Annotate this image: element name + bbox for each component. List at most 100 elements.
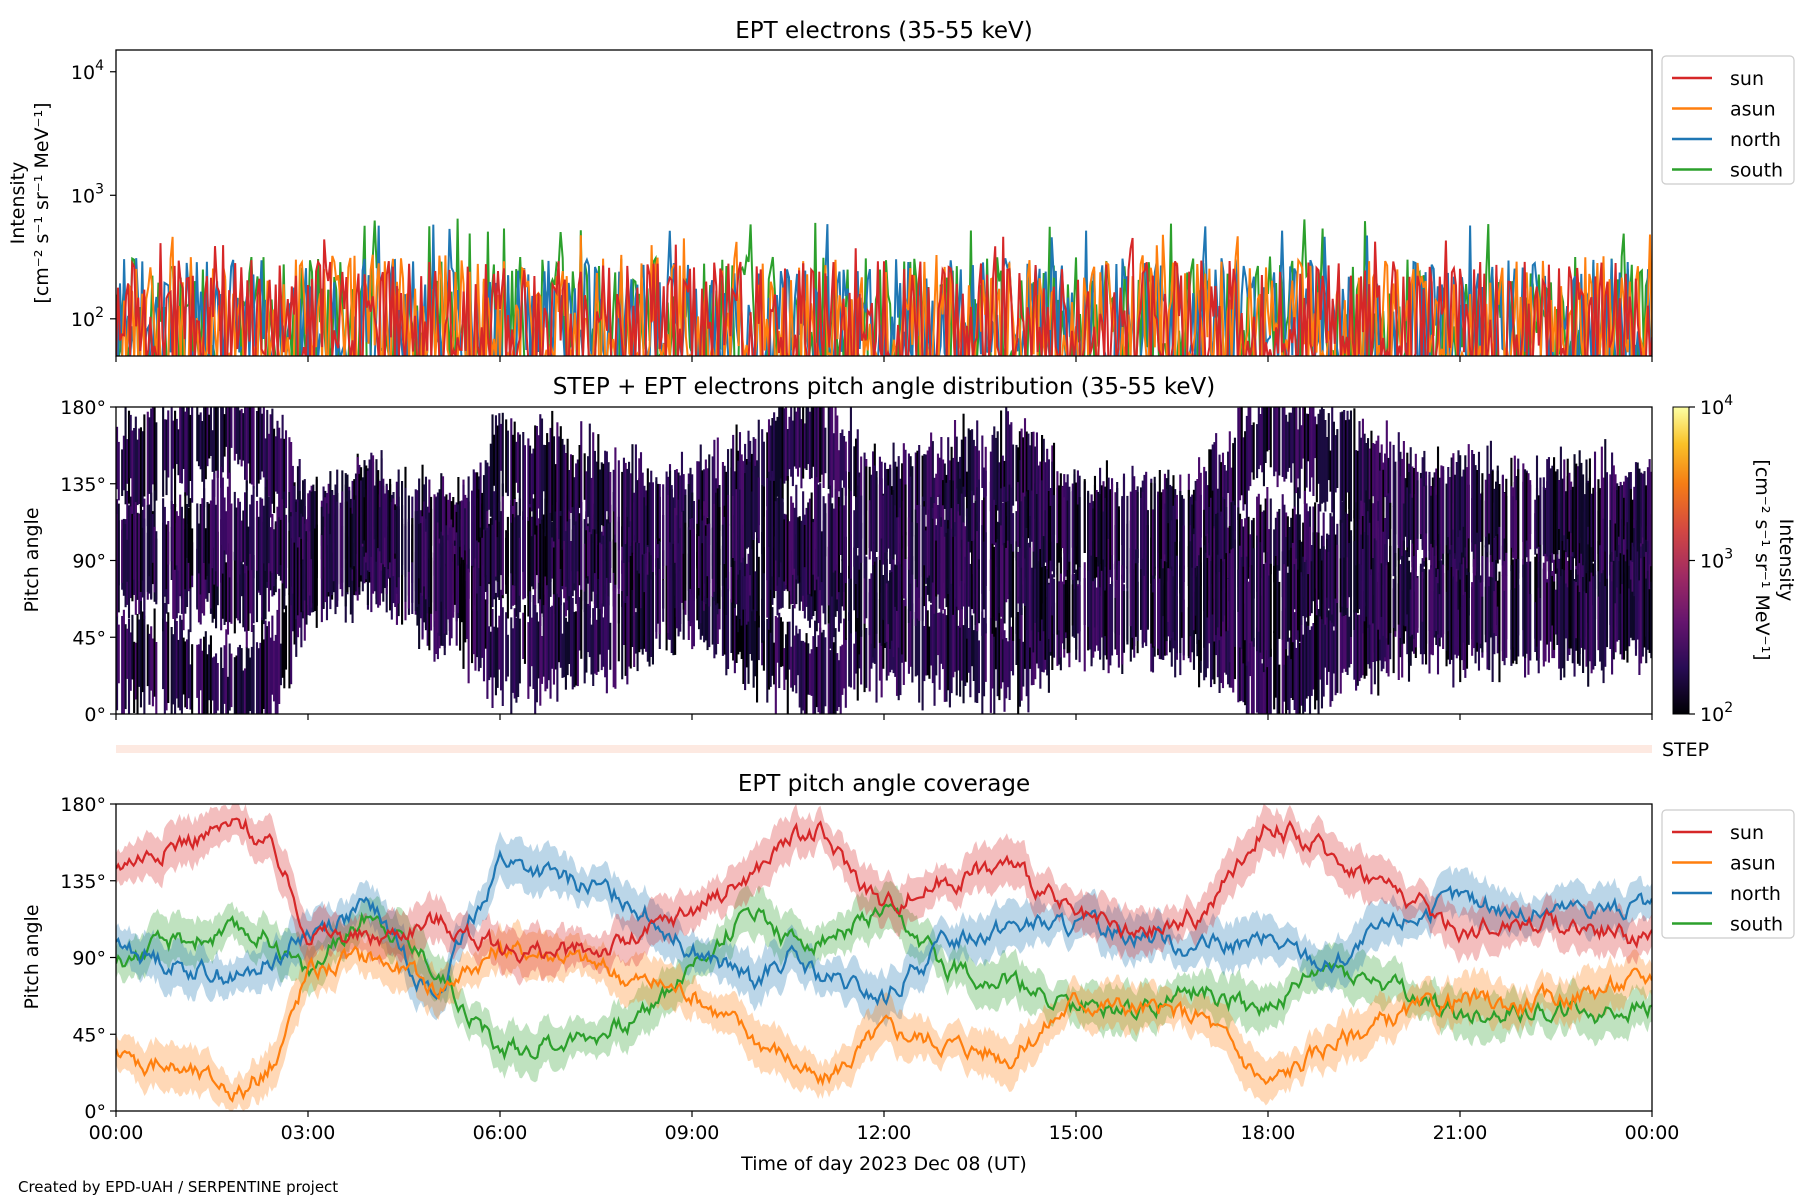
pad-cell bbox=[1261, 663, 1264, 714]
pad-cell bbox=[769, 425, 772, 489]
pad-cell bbox=[261, 413, 264, 472]
pad-cell bbox=[360, 480, 363, 576]
pad-cell bbox=[1008, 484, 1011, 595]
pad-cell bbox=[831, 503, 834, 597]
pad-cell bbox=[1385, 495, 1388, 563]
y-tick-label: 0° bbox=[84, 704, 106, 726]
pad-cell bbox=[699, 444, 702, 559]
pad-cell bbox=[554, 464, 557, 512]
pad-cell bbox=[500, 423, 503, 471]
pad-cell bbox=[1428, 571, 1431, 631]
pad-cell bbox=[943, 609, 946, 702]
pad-cell bbox=[139, 489, 142, 592]
pad-cell bbox=[593, 573, 596, 674]
pad-cell bbox=[1163, 503, 1166, 555]
pad-cell bbox=[1510, 486, 1513, 548]
pad-cell bbox=[411, 518, 414, 563]
pad-panel: STEP + EPT electrons pitch angle distrib… bbox=[21, 374, 1797, 726]
pad-cell bbox=[984, 532, 987, 634]
pad-cell bbox=[552, 547, 556, 595]
pad-cell bbox=[247, 648, 250, 714]
pad-cell bbox=[1256, 535, 1259, 652]
pad-cell bbox=[1208, 507, 1211, 587]
pad-cell bbox=[556, 502, 559, 595]
pad-cell bbox=[1332, 515, 1335, 627]
pad-cell bbox=[1547, 457, 1550, 571]
pad-cell bbox=[1300, 572, 1303, 625]
pad-cell bbox=[645, 505, 648, 554]
pad-cell bbox=[163, 419, 166, 471]
pad-cell bbox=[1339, 599, 1342, 694]
pad-cell bbox=[754, 438, 757, 493]
pad-cell bbox=[1580, 462, 1583, 579]
pad-cell bbox=[974, 608, 977, 703]
pad-cell bbox=[1216, 488, 1219, 532]
pad-cell bbox=[1355, 450, 1358, 507]
coverage-series-south bbox=[116, 903, 1652, 1061]
pad-cell bbox=[829, 485, 832, 590]
pad-cell bbox=[563, 602, 566, 678]
pad-cell bbox=[1245, 415, 1248, 521]
pad-cell bbox=[1281, 551, 1284, 640]
pad-cell bbox=[1402, 540, 1405, 626]
pad-cell bbox=[1336, 429, 1339, 488]
pad-cell bbox=[1206, 558, 1209, 618]
pad-cell bbox=[1326, 437, 1329, 502]
pad-cell bbox=[965, 529, 969, 639]
pad-cell bbox=[283, 612, 286, 689]
pad-cell bbox=[1402, 441, 1405, 532]
pad-cell bbox=[1015, 541, 1018, 634]
pad-cell bbox=[633, 599, 636, 667]
pad-cell bbox=[1283, 564, 1286, 665]
pad-cell bbox=[1320, 407, 1324, 504]
pad-cell bbox=[203, 550, 206, 616]
pad-cell bbox=[529, 445, 532, 505]
pad-cell bbox=[1474, 465, 1477, 545]
pad-cell bbox=[1592, 487, 1595, 562]
pad-cell bbox=[573, 477, 576, 523]
pad-cell bbox=[1629, 579, 1632, 638]
pad-cell bbox=[535, 522, 538, 571]
pad-cell bbox=[116, 514, 119, 617]
pad-cell bbox=[479, 586, 482, 668]
pad-cell bbox=[1273, 631, 1276, 710]
pad-cell bbox=[267, 496, 270, 564]
pad-cell bbox=[1020, 567, 1023, 615]
pad-cell bbox=[1614, 474, 1617, 524]
pad-cell bbox=[803, 524, 806, 568]
pad-cell bbox=[274, 634, 277, 714]
pad-cell bbox=[1006, 641, 1009, 688]
pad-cell bbox=[1322, 604, 1325, 697]
pad-cell bbox=[1341, 595, 1344, 673]
pad-cell bbox=[1005, 547, 1008, 603]
pad-cell bbox=[278, 427, 281, 528]
pad-cell bbox=[1293, 506, 1296, 597]
pad-cell bbox=[1290, 412, 1293, 483]
pad-cell bbox=[1133, 559, 1136, 658]
pad-cell bbox=[1198, 529, 1201, 574]
pad-cell bbox=[327, 513, 330, 593]
pad-cell bbox=[511, 628, 515, 693]
pad-cell bbox=[1496, 465, 1499, 535]
pad-cell bbox=[1312, 407, 1315, 496]
pad-cell bbox=[795, 484, 798, 580]
pad-cell bbox=[641, 554, 644, 655]
pad-cell bbox=[1232, 601, 1235, 693]
pad-cell bbox=[856, 615, 859, 701]
pad-cell bbox=[718, 548, 721, 609]
pad-cell bbox=[971, 615, 974, 667]
pad-cell bbox=[1626, 503, 1629, 593]
pad-cell bbox=[189, 664, 192, 710]
pad-cell bbox=[1472, 559, 1475, 649]
pad-cell bbox=[800, 559, 803, 602]
pad-cell bbox=[1341, 522, 1344, 607]
pad-cell bbox=[1413, 468, 1416, 581]
pad-cell bbox=[634, 612, 637, 654]
pad-cell bbox=[1570, 569, 1573, 649]
pad-cell bbox=[713, 503, 716, 592]
pad-cell bbox=[1355, 606, 1358, 691]
pad-cell bbox=[1268, 407, 1271, 450]
pad-cell bbox=[1153, 578, 1156, 647]
pad-cell bbox=[609, 541, 612, 583]
pad-cell bbox=[566, 621, 569, 676]
